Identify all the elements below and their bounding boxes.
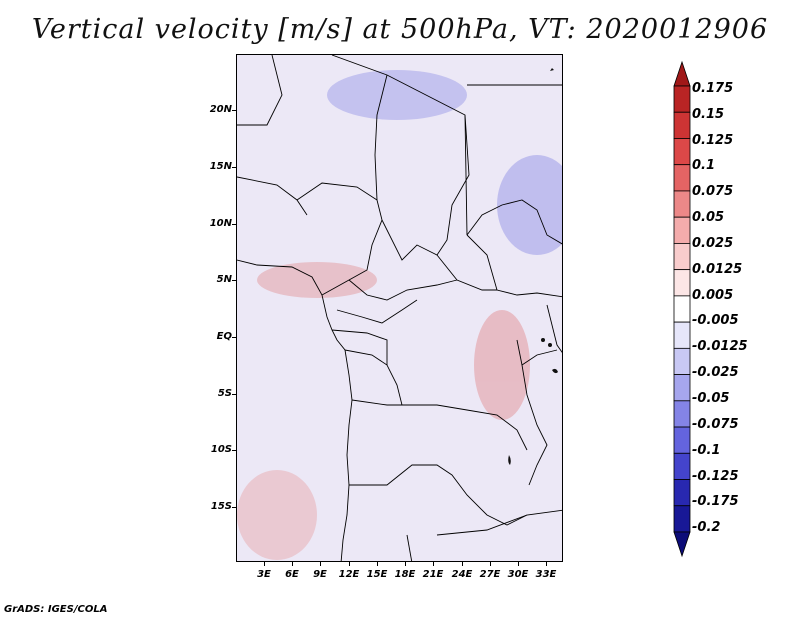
colorbar-label: -0.025 [692,365,739,380]
colorbar-segment [673,347,691,375]
lon-label-21E: 21E [422,569,444,580]
colorbar-label: 0.075 [692,184,734,199]
colorbar-label: -0.175 [692,494,739,509]
colorbar-segment [673,479,691,507]
colorbar-label: 0.125 [692,133,734,148]
colorbar-segment [673,190,691,218]
colorbar-label: 0.175 [692,81,734,96]
colorbar-label: 0.05 [692,210,725,225]
colorbar-segment [673,295,691,323]
lat-label-5S: 5S [217,388,232,399]
colorbar-segment [673,426,691,454]
lat-label-20N: 20N [209,104,232,115]
colorbar-segment [673,269,691,297]
lon-tick [264,562,265,566]
colorbar [673,60,691,558]
lat-label-10S: 10S [210,444,232,455]
lon-label-30E: 30E [507,569,529,580]
colorbar-segment [673,374,691,402]
colorbar-label: 0.025 [692,236,734,251]
lon-tick [518,562,519,566]
lon-tick [349,562,350,566]
colorbar-segment [673,321,691,349]
map-panel [236,54,563,562]
lon-label-27E: 27E [479,569,501,580]
colorbar-label: 0.005 [692,288,734,303]
colorbar-label: 0.1 [692,158,716,173]
lat-tick [232,337,236,338]
lon-tick [405,562,406,566]
lat-label-EQ: EQ [216,331,232,342]
colorbar-segment [673,60,691,87]
lat-tick [232,110,236,111]
velocity-field [237,55,562,561]
colorbar-segment [673,243,691,271]
lon-tick [292,562,293,566]
lon-label-18E: 18E [394,569,416,580]
lon-label-33E: 33E [535,569,557,580]
colorbar-label: 0.0125 [692,262,743,277]
colorbar-segment [673,138,691,166]
lon-tick [320,562,321,566]
lat-label-15N: 15N [209,161,232,172]
lat-label-5N: 5N [216,274,232,285]
chart-title: Vertical velocity [m/s] at 500hPa, VT: 2… [31,14,769,45]
colorbar-label: -0.125 [692,469,739,484]
lon-label-9E: 9E [313,569,327,580]
lon-tick [490,562,491,566]
lon-label-3E: 3E [257,569,271,580]
lon-label-24E: 24E [451,569,473,580]
colorbar-label: -0.005 [692,313,739,328]
colorbar-label: -0.1 [692,443,721,458]
footer-credit: GrADS: IGES/COLA [4,604,108,615]
colorbar-segment [673,400,691,428]
colorbar-label: -0.0125 [692,339,748,354]
lat-tick [232,280,236,281]
lon-tick [433,562,434,566]
lat-tick [232,450,236,451]
lon-tick [546,562,547,566]
lat-tick [232,394,236,395]
colorbar-segment [673,85,691,113]
lat-label-10N: 10N [209,218,232,229]
lon-tick [462,562,463,566]
colorbar-segment [673,111,691,139]
lat-label-15S: 15S [210,501,232,512]
colorbar-segment [673,531,691,558]
colorbar-label: -0.2 [692,520,721,535]
lat-tick [232,224,236,225]
lon-tick [377,562,378,566]
colorbar-segment [673,452,691,480]
lat-tick [232,167,236,168]
lon-label-15E: 15E [366,569,388,580]
colorbar-segment [673,216,691,244]
colorbar-segment [673,505,691,533]
colorbar-label: -0.05 [692,391,730,406]
colorbar-label: -0.075 [692,417,739,432]
lat-tick [232,507,236,508]
colorbar-label: 0.15 [692,107,725,122]
lon-label-12E: 12E [338,569,360,580]
lon-label-6E: 6E [285,569,299,580]
colorbar-segment [673,164,691,192]
